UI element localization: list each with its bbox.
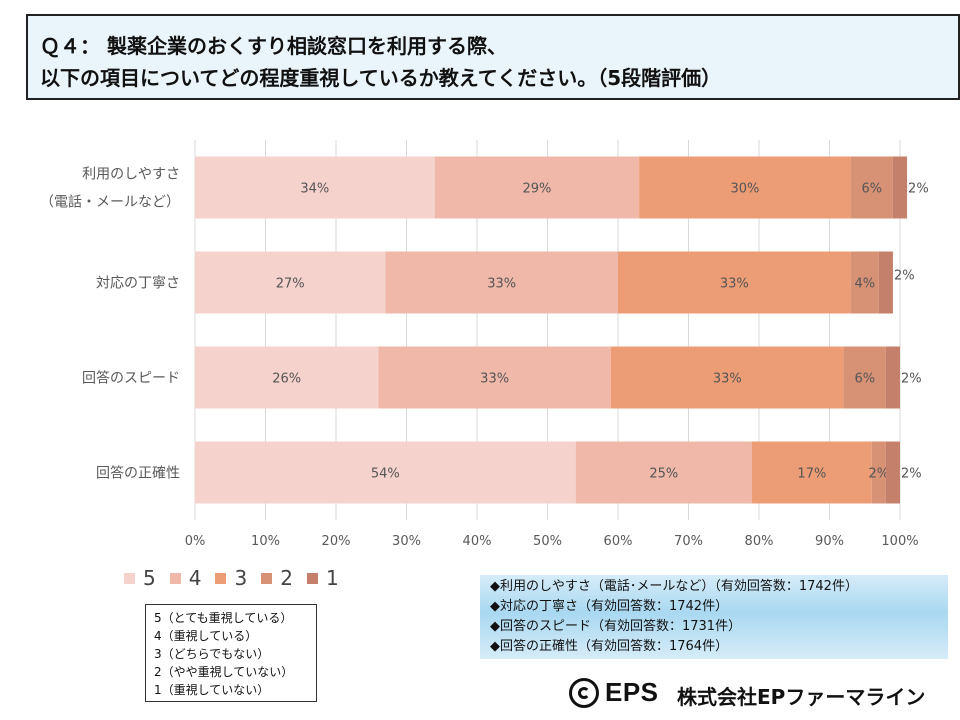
legend-swatch — [306, 572, 318, 584]
eps-logo: EPS — [569, 677, 659, 708]
legend-swatch — [169, 572, 181, 584]
data-label: 17% — [797, 467, 826, 482]
category-label: 利用のしやすさ — [82, 167, 180, 183]
x-tick-label: 10% — [251, 534, 280, 549]
response-count-line: ◆回答の正確性（有効回答数：1764件） — [490, 639, 729, 654]
bar-segment — [195, 251, 386, 314]
data-label: 2% — [869, 467, 890, 482]
bar-segment — [385, 251, 618, 314]
data-label: 4% — [854, 277, 875, 292]
bar-segment — [195, 156, 435, 219]
data-label: 33% — [720, 277, 749, 292]
scale-legend-line: 1（重視していない） — [154, 683, 270, 697]
data-label: 6% — [861, 182, 882, 197]
legend-item: 4 — [169, 566, 202, 590]
company-name: 株式会社EPファーマライン — [677, 685, 926, 709]
response-count-box: ◆利用のしやすさ（電話･メールなど）（有効回答数：1742件） ◆対応の丁寧さ（有… — [480, 575, 948, 659]
legend-label: 4 — [188, 566, 202, 590]
legend-item: 2 — [261, 566, 293, 590]
bar-segment — [871, 441, 886, 504]
data-label: 54% — [371, 467, 400, 482]
legend-item: 5 — [124, 566, 156, 590]
legend-item: 1 — [306, 566, 339, 590]
bar-segment — [195, 346, 379, 409]
data-label: 27% — [276, 277, 305, 292]
response-count-line: ◆回答のスピード（有効回答数：1731件） — [490, 619, 742, 634]
data-label: 2% — [901, 372, 922, 387]
scale-legend-line: 5（とても重視している） — [154, 611, 293, 625]
data-label: 2% — [901, 467, 922, 482]
x-tick-label: 20% — [322, 534, 351, 549]
rating-scale-legend: 5（とても重視している） 4（重視している） 3（どちらでもない） 2（やや重視してい… — [145, 604, 317, 702]
response-count-line: ◆利用のしやすさ（電話･メールなど）（有効回答数：1742件） — [490, 579, 858, 594]
legend-item: 3 — [215, 566, 247, 590]
category-label: 対応の丁寧さ — [96, 275, 180, 292]
category-label: 回答の正確性 — [96, 465, 180, 482]
question-title-box: Ｑ４： 製薬企業のおくすり相談窓口を利用する際、 以下の項目についてどの程度重視… — [26, 14, 960, 100]
x-tick-label: 50% — [533, 534, 562, 549]
x-tick-label: 100% — [881, 534, 918, 549]
data-label: 25% — [649, 467, 678, 482]
data-label: 2% — [894, 269, 915, 284]
x-tick-label: 60% — [604, 534, 633, 549]
bar-segment — [892, 156, 908, 219]
data-label: 33% — [480, 372, 509, 387]
bar-segment — [751, 441, 872, 504]
question-title-line-1: Ｑ４： 製薬企業のおくすり相談窓口を利用する際、 — [40, 34, 507, 58]
legend-swatch — [215, 572, 227, 584]
legend-label: 5 — [143, 566, 156, 590]
x-tick-label: 80% — [745, 534, 774, 549]
bar-segment — [878, 251, 893, 314]
bar-segment — [885, 441, 900, 504]
eps-logo-text: EPS — [605, 677, 659, 707]
x-tick-label: 30% — [392, 534, 421, 549]
bar-segment — [195, 441, 576, 504]
data-label: 33% — [487, 277, 516, 292]
bar-segment — [575, 441, 752, 504]
bar-segment — [378, 346, 611, 409]
scale-legend-line: 4（重視している） — [154, 629, 258, 643]
category-label: 回答のスピード — [82, 370, 180, 387]
bar-segment — [618, 251, 851, 314]
scale-legend-line: 3（どちらでもない） — [154, 647, 270, 661]
x-tick-label: 40% — [463, 534, 492, 549]
question-title-line-2: 以下の項目についてどの程度重視しているか教えてください。（5段階評価） — [40, 66, 722, 90]
legend-swatch — [124, 572, 135, 584]
bar-segment — [843, 346, 886, 409]
bar-segment — [885, 346, 900, 409]
legend-label: 2 — [280, 566, 293, 590]
data-label: 26% — [272, 372, 301, 387]
data-label: 6% — [854, 372, 875, 387]
bar-segment — [610, 346, 844, 409]
x-tick-label: 90% — [815, 534, 844, 549]
x-tick-label: 0% — [185, 534, 206, 549]
x-tick-label: 70% — [674, 534, 703, 549]
data-label: 2% — [908, 182, 929, 197]
data-label: 34% — [300, 182, 329, 197]
category-label: （電話・メールなど） — [40, 194, 180, 211]
chart-legend: 5 4 3 2 1 — [124, 566, 339, 590]
bar-segment — [639, 156, 851, 219]
legend-label: 1 — [325, 566, 339, 590]
data-label: 33% — [713, 372, 742, 387]
bar-segment — [850, 156, 893, 219]
data-label: 29% — [522, 182, 551, 197]
bar-segment — [434, 156, 640, 219]
legend-label: 3 — [234, 566, 248, 590]
stacked-bar-chart: 0% 10% 20% 30% 40% 50% 60% 70% 80% 90% 100% 34% 29% 3… — [40, 140, 929, 549]
eps-logo-mark-icon — [569, 677, 599, 708]
bar-segment — [850, 251, 879, 314]
data-label: 30% — [730, 182, 759, 197]
scale-legend-line: 2（やや重視していない） — [154, 665, 294, 679]
response-count-line: ◆対応の丁寧さ（有効回答数：1742件） — [490, 599, 729, 614]
legend-swatch — [261, 572, 273, 584]
